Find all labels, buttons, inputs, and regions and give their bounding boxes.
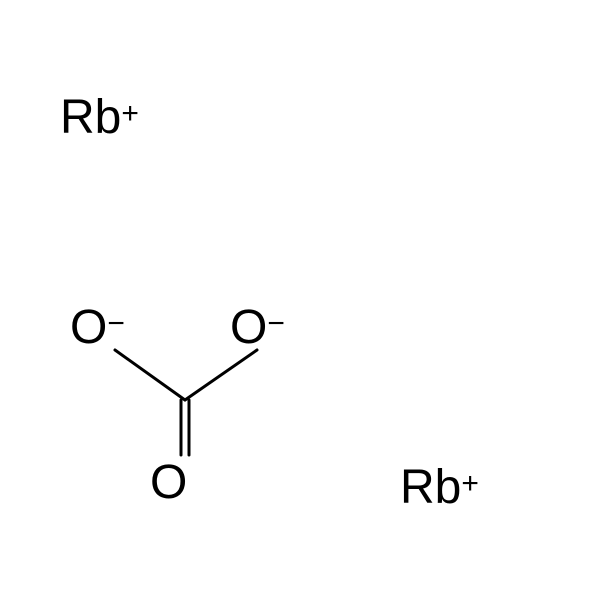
atom-o-3: O xyxy=(150,455,187,510)
charge-label: + xyxy=(121,97,139,130)
element-symbol: Rb xyxy=(400,461,461,514)
element-symbol: O xyxy=(150,456,187,509)
charge-label: − xyxy=(267,307,285,340)
element-symbol: O xyxy=(230,301,267,354)
atom-rb-2: Rb+ xyxy=(400,460,479,515)
atom-rb-1: Rb+ xyxy=(60,90,139,145)
bond-o2-c xyxy=(185,350,257,400)
element-symbol: Rb xyxy=(60,91,121,144)
bond-o1-c xyxy=(115,350,185,400)
element-symbol: O xyxy=(70,301,107,354)
charge-label: + xyxy=(461,467,479,500)
atom-o-2: O− xyxy=(230,300,285,355)
atom-o-1: O− xyxy=(70,300,125,355)
charge-label: − xyxy=(107,307,125,340)
